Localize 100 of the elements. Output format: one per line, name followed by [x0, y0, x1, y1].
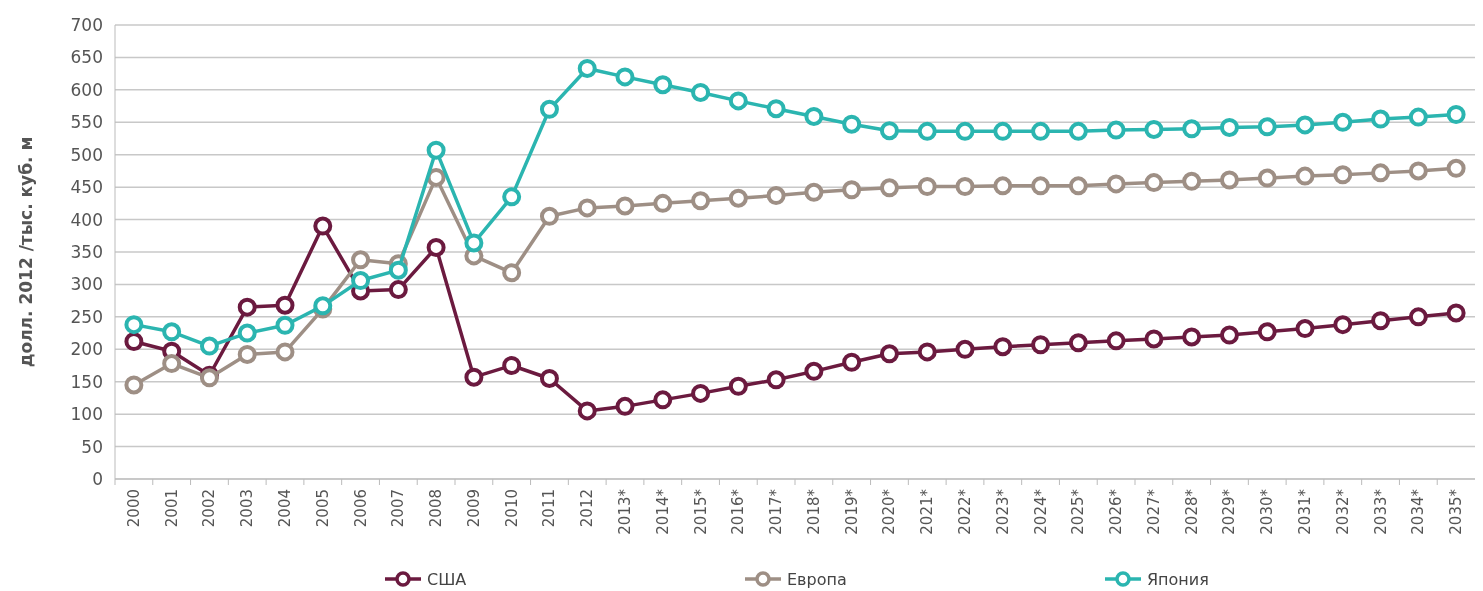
point [993, 121, 1013, 141]
x-tick-label: 2008 [427, 489, 446, 528]
x-tick-label: 2017* [767, 488, 786, 535]
y-tick-label: 550 [70, 112, 103, 133]
point [955, 121, 975, 141]
y-tick-label: 700 [70, 14, 103, 35]
point [237, 297, 257, 317]
point [539, 206, 559, 226]
point [388, 280, 408, 300]
point [1333, 165, 1353, 185]
point [691, 383, 711, 403]
point [766, 370, 786, 390]
point [162, 322, 182, 342]
x-tick-label: 2006 [351, 489, 370, 528]
point [1333, 315, 1353, 335]
point [577, 58, 597, 78]
point [1446, 105, 1466, 124]
point [804, 106, 824, 126]
point [199, 336, 219, 356]
point [1408, 307, 1428, 327]
point [275, 295, 295, 315]
legend-label: Европа [787, 569, 847, 589]
x-tick-label: 2011 [540, 489, 559, 528]
x-tick-label: 2030* [1258, 488, 1277, 535]
point [1031, 121, 1051, 141]
x-tick-label: 2002 [200, 489, 219, 528]
point [162, 354, 182, 374]
point [615, 396, 635, 416]
y-tick-label: 400 [70, 209, 103, 230]
point [1295, 115, 1315, 135]
point [1408, 107, 1428, 127]
point [1257, 117, 1277, 137]
y-tick-label: 0 [92, 468, 103, 489]
point [1446, 158, 1466, 178]
point [728, 91, 748, 111]
point [917, 342, 937, 362]
point [1182, 119, 1202, 139]
x-tick-label: 2032* [1333, 488, 1352, 535]
point [804, 361, 824, 381]
point [1031, 335, 1051, 355]
y-tick-label: 150 [70, 371, 103, 392]
x-tick-label: 2019* [842, 488, 861, 535]
point [1333, 112, 1353, 132]
x-tick-label: 2000 [124, 489, 143, 528]
x-tick-label: 2023* [993, 488, 1012, 535]
point [1106, 331, 1126, 351]
point [728, 188, 748, 208]
point [1257, 168, 1277, 188]
point [426, 237, 446, 257]
x-tick-label: 2004 [276, 489, 294, 528]
point [842, 114, 862, 134]
x-tick-label: 2001 [162, 489, 181, 528]
point [879, 178, 899, 198]
point [993, 337, 1013, 357]
point [426, 167, 446, 187]
point [879, 121, 899, 141]
legend-label: США [427, 569, 467, 589]
point [502, 356, 522, 375]
point [766, 99, 786, 119]
point [1446, 303, 1466, 323]
point [1068, 333, 1088, 353]
point [124, 375, 144, 395]
point [313, 216, 333, 236]
point [1068, 121, 1088, 141]
point [464, 233, 484, 253]
y-axis-title: долл. 2012 /тыс. куб. м [16, 136, 36, 368]
point [502, 187, 522, 207]
x-tick-label: 2005 [313, 489, 332, 528]
point [1031, 176, 1051, 196]
x-tick-label: 2024* [1031, 488, 1050, 535]
x-tick-label: 2018* [804, 488, 823, 535]
point [1219, 117, 1239, 137]
y-tick-label: 250 [70, 306, 103, 327]
point [124, 332, 144, 351]
legend-label: Япония [1147, 569, 1209, 589]
point [917, 176, 937, 196]
x-tick-label: 2034* [1409, 488, 1428, 535]
y-tick-label: 100 [70, 404, 103, 425]
y-tick-label: 200 [70, 339, 103, 360]
point [955, 339, 975, 359]
y-tick-label: 300 [70, 274, 103, 295]
x-tick-label: 2033* [1371, 488, 1390, 535]
point [1295, 319, 1315, 339]
point [502, 263, 522, 283]
point [237, 344, 257, 364]
y-tick-label: 50 [81, 436, 103, 457]
point [766, 186, 786, 206]
point [1371, 163, 1391, 183]
x-tick-label: 2025* [1069, 488, 1088, 535]
x-tick-label: 2035* [1447, 488, 1466, 535]
x-tick-label: 2003 [238, 489, 257, 528]
point [1182, 327, 1202, 347]
point [842, 180, 862, 200]
point [1144, 329, 1164, 349]
point [426, 140, 446, 160]
point [917, 121, 937, 141]
point [1257, 322, 1277, 342]
x-tick-label: 2028* [1182, 488, 1201, 535]
point [577, 401, 597, 421]
point [1408, 161, 1428, 181]
